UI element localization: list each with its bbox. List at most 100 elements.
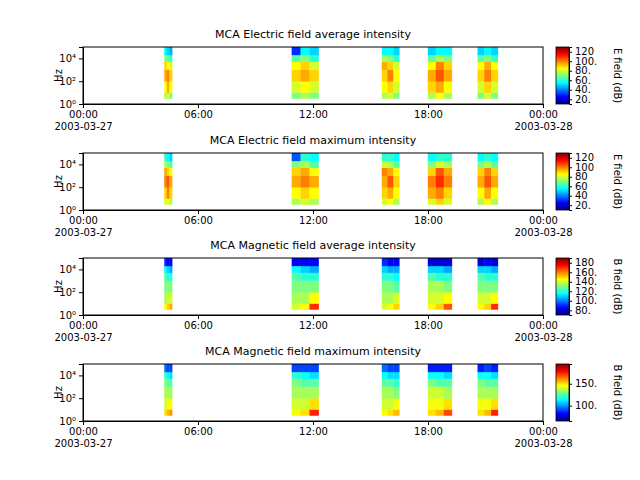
tick-mark [198,421,199,425]
tick-label: 00:002003-03-27 [54,320,112,343]
cell [167,161,170,168]
cell [436,410,444,416]
cell [444,47,452,55]
cell [444,387,452,398]
tick: 120. [569,286,597,297]
cell [444,410,452,416]
cell [164,199,167,205]
cell [478,273,485,281]
colorbar-axis: 80.100.120.140.160.180 [569,257,597,316]
cell [164,364,167,372]
tick-label: 100. [575,56,597,67]
tick-label: 100. [575,295,597,306]
cell [292,176,301,187]
cell [478,47,485,55]
cell [164,292,167,303]
tick: 20. [569,200,591,211]
cell [485,153,492,161]
cell [491,62,498,70]
cell [170,47,173,55]
cell [164,168,167,176]
tick-label: 00:002003-03-27 [54,426,112,449]
cell [388,70,394,81]
cell [167,281,170,292]
cell [444,379,452,387]
figure: MCA Electric field average intensity00:0… [0,0,640,480]
cell [388,266,394,273]
axis-line [79,259,84,316]
cell [167,273,170,281]
cell [436,398,444,409]
tick-mark [79,187,83,188]
cell [310,258,319,266]
tick: 10⁴ [59,370,83,381]
tick: 40. [569,84,591,95]
tick-mark [569,301,572,302]
tick: 06:00 [184,104,213,120]
cell [382,55,388,62]
tick: 150. [569,378,597,389]
panel: MCA Electric field maximum intensity00:0… [53,134,623,238]
cell [167,379,170,387]
cell [394,281,400,292]
cell [444,273,452,281]
tick-label: 12:00 [299,320,328,331]
cell [394,398,400,409]
cell [436,273,444,281]
cell [491,199,498,205]
tick-mark [543,315,544,319]
axis-title: Hz [53,69,64,82]
colorbar [556,153,569,210]
tick-label: 60 [575,181,588,192]
cell [164,266,167,273]
cell [292,273,301,281]
axis-line [79,48,84,105]
cell [444,81,452,92]
cell [485,258,492,266]
colorbar-axis: 100. 150. [569,365,597,422]
cell [382,176,388,187]
cell [478,176,485,187]
tick-label: 18:00 [414,426,443,437]
cell [394,379,400,387]
cell [292,292,301,303]
cell [436,70,444,81]
tick-mark [569,205,572,206]
cell [301,70,310,81]
tick-mark [198,210,199,214]
cell [292,93,301,99]
cell [478,292,485,303]
cell [301,62,310,70]
cell [388,153,394,161]
cell [292,187,301,198]
tick-mark [569,99,572,100]
cell [444,168,452,176]
tick: 100. [569,400,597,411]
cell [394,273,400,281]
cell [292,266,301,273]
x-axis: 00:002003-03-2706:0012:0018:0000:002003-… [54,104,572,132]
cell [478,410,485,416]
cell [485,93,492,99]
tick-mark [428,104,429,108]
cell [388,199,394,205]
tick: 12:00 [299,104,328,120]
tick: 160. [569,267,597,278]
cell [388,187,394,198]
cell [170,62,173,70]
tick-mark [569,282,572,283]
colorbar [556,258,569,315]
cell [167,292,170,303]
cell [301,387,310,398]
cell [428,387,436,398]
colorbar [556,364,569,421]
tick-label: 20. [575,94,591,105]
tick-mark [313,315,314,319]
cells [164,364,498,416]
colorbar-title: B field (dB) [612,259,623,315]
cell [428,364,436,372]
tick-mark [79,421,83,422]
tick-label: 18:00 [414,109,443,120]
cell [292,70,301,81]
cell [310,47,319,55]
